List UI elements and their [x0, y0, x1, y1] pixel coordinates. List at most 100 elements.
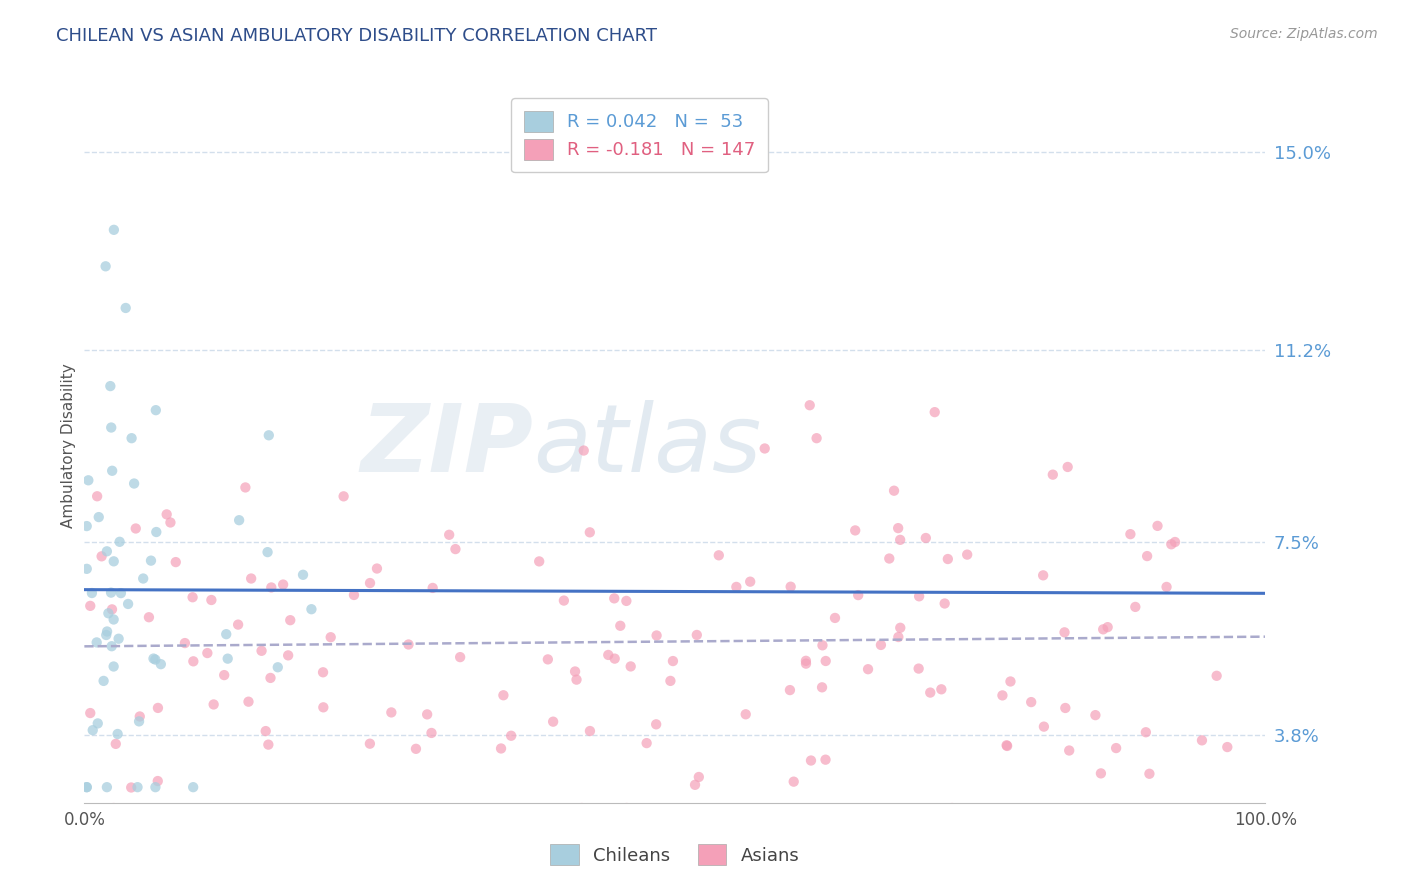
- Point: [1097, 620, 1119, 634]
- Text: Source: ZipAtlas.com: Source: ZipAtlas.com: [1230, 27, 1378, 41]
- Point: [449, 650, 471, 665]
- Point: [97, 607, 120, 621]
- Point: [609, 619, 631, 633]
- Point: [659, 673, 682, 688]
- Point: [146, 774, 169, 789]
- Point: [174, 636, 197, 650]
- Point: [614, 594, 637, 608]
- Point: [811, 681, 834, 695]
- Point: [931, 682, 953, 697]
- Point: [683, 778, 706, 792]
- Point: [142, 651, 165, 665]
- Point: [267, 660, 290, 674]
- Point: [107, 727, 129, 741]
- Point: [235, 480, 257, 494]
- Point: [80, 586, 103, 600]
- Point: [645, 628, 668, 642]
- Point: [256, 545, 278, 559]
- Point: [90, 549, 112, 564]
- Point: [96, 544, 118, 558]
- Point: [181, 591, 204, 605]
- Point: [571, 801, 593, 815]
- Point: [740, 574, 762, 589]
- Point: [312, 700, 335, 714]
- Point: [1056, 460, 1078, 475]
- Point: [277, 648, 299, 663]
- Point: [814, 654, 837, 668]
- Point: [1119, 527, 1142, 541]
- Point: [662, 654, 685, 668]
- Point: [238, 695, 260, 709]
- Point: [143, 652, 166, 666]
- Point: [76, 780, 98, 794]
- Point: [103, 801, 125, 815]
- Point: [620, 659, 643, 673]
- Point: [1146, 519, 1168, 533]
- Point: [995, 739, 1018, 753]
- Point: [956, 548, 979, 562]
- Point: [686, 628, 709, 642]
- Point: [527, 554, 550, 568]
- Point: [149, 657, 172, 672]
- Point: [257, 428, 280, 442]
- Point: [564, 665, 586, 679]
- Point: [936, 552, 959, 566]
- Point: [1205, 669, 1227, 683]
- Point: [156, 508, 179, 522]
- Y-axis label: Ambulatory Disability: Ambulatory Disability: [60, 364, 76, 528]
- Point: [492, 688, 515, 702]
- Point: [1053, 625, 1076, 640]
- Point: [405, 741, 427, 756]
- Point: [145, 780, 167, 794]
- Point: [139, 554, 162, 568]
- Point: [420, 726, 443, 740]
- Point: [94, 260, 117, 274]
- Point: [359, 576, 381, 591]
- Point: [110, 586, 132, 600]
- Point: [924, 405, 946, 419]
- Point: [877, 551, 900, 566]
- Point: [212, 668, 235, 682]
- Point: [103, 659, 125, 673]
- Point: [811, 638, 834, 652]
- Point: [846, 588, 869, 602]
- Point: [104, 737, 127, 751]
- Point: [995, 739, 1018, 753]
- Point: [202, 698, 225, 712]
- Point: [145, 403, 167, 417]
- Point: [1019, 695, 1042, 709]
- Legend: Chileans, Asians: Chileans, Asians: [543, 837, 807, 872]
- Point: [128, 714, 150, 729]
- Point: [779, 683, 801, 698]
- Point: [100, 420, 122, 434]
- Point: [86, 635, 108, 649]
- Point: [93, 673, 115, 688]
- Point: [779, 580, 801, 594]
- Point: [101, 602, 124, 616]
- Point: [76, 562, 98, 576]
- Point: [1054, 701, 1077, 715]
- Point: [1123, 599, 1146, 614]
- Point: [1191, 733, 1213, 747]
- Point: [128, 709, 150, 723]
- Point: [725, 580, 748, 594]
- Point: [76, 519, 98, 533]
- Point: [603, 651, 626, 665]
- Point: [578, 525, 600, 540]
- Point: [1105, 741, 1128, 756]
- Point: [688, 770, 710, 784]
- Point: [82, 723, 104, 738]
- Point: [799, 398, 821, 412]
- Point: [259, 671, 281, 685]
- Point: [114, 301, 136, 315]
- Point: [908, 590, 931, 604]
- Point: [907, 662, 929, 676]
- Point: [200, 593, 222, 607]
- Point: [86, 489, 108, 503]
- Point: [889, 621, 911, 635]
- Point: [292, 567, 315, 582]
- Point: [1092, 623, 1115, 637]
- Point: [806, 431, 828, 445]
- Point: [565, 673, 588, 687]
- Point: [79, 706, 101, 720]
